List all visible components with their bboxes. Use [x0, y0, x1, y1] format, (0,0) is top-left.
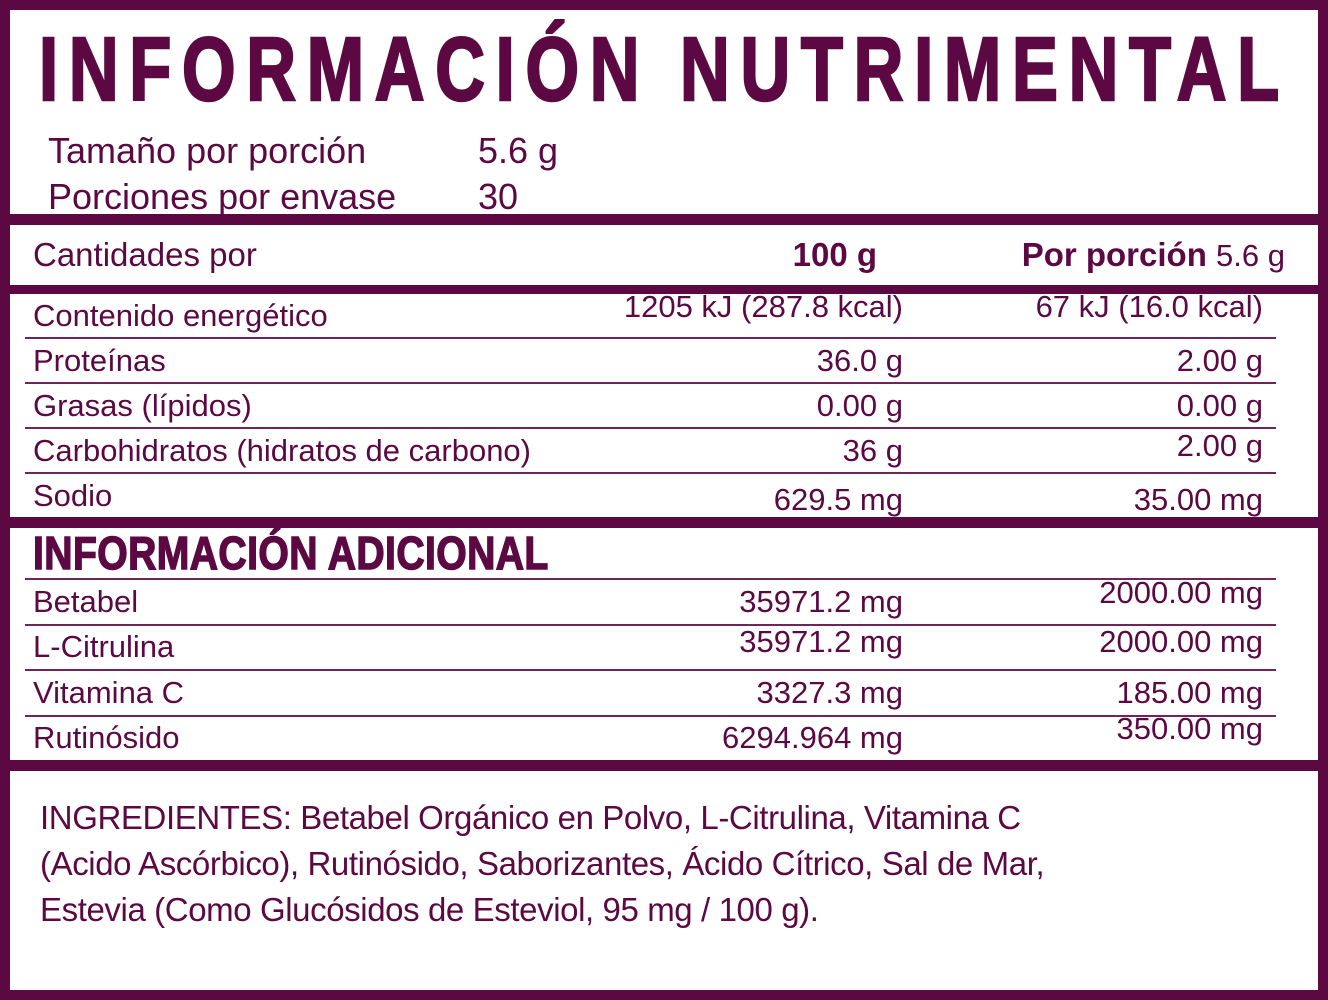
row-value-portion: 2000.00 mg	[1099, 624, 1263, 660]
row-label: L-Citrulina	[33, 629, 175, 665]
header-box: INFORMACIÓN NUTRIMENTAL Tamaño por porci…	[0, 0, 1328, 224]
table-row-sodium: Sodio 629.5 mg 35.00 mg	[10, 474, 1318, 517]
serving-size-row: Tamaño por porción 5.6 g	[48, 128, 1295, 174]
serving-size-value: 5.6 g	[478, 130, 559, 171]
row-divider	[25, 472, 1276, 474]
row-divider	[25, 427, 1276, 429]
row-label: Carbohidratos (hidratos de carbono)	[33, 432, 531, 468]
per-portion-size: 5.6 g	[1216, 238, 1285, 273]
row-value-100g: 36 g	[842, 432, 903, 468]
additional-info-rows: Betabel 35971.2 mg 2000.00 mg L-Citrulin…	[10, 575, 1318, 761]
row-value-portion: 185.00 mg	[1116, 674, 1264, 710]
serving-size-label: Tamaño por porción	[48, 130, 367, 171]
ingredients-text: INGREDIENTES: Betabel Orgánico en Polvo,…	[40, 799, 1045, 928]
nutrition-rows: Contenido energético 1205 kJ (287.8 kcal…	[10, 289, 1318, 517]
table-row-beet: Betabel 35971.2 mg 2000.00 mg	[10, 575, 1318, 624]
additional-info-title-row: INFORMACIÓN ADICIONAL	[10, 527, 1318, 580]
row-label: Vitamina C	[33, 674, 185, 710]
row-value-100g: 35971.2 mg	[739, 583, 903, 619]
row-label: Betabel	[33, 583, 139, 619]
page-title: INFORMACIÓN NUTRIMENTAL	[38, 20, 1290, 120]
amounts-per-label: Cantidades por	[33, 236, 257, 273]
row-value-100g: 0.00 g	[816, 387, 903, 423]
servings-per-container-label: Porciones por envase	[48, 176, 397, 217]
column-header-100g: 100 g	[792, 236, 877, 273]
additional-info-box: INFORMACIÓN ADICIONAL Betabel 35971.2 mg…	[0, 518, 1328, 770]
row-divider	[25, 578, 1276, 580]
table-row-vitamin-c: Vitamina C 3327.3 mg 185.00 mg	[10, 671, 1318, 715]
servings-per-container-value: 30	[478, 176, 519, 217]
row-label: Proteínas	[33, 342, 166, 378]
row-value-100g: 35971.2 mg	[739, 624, 903, 660]
table-row-fat: Grasas (lípidos) 0.00 g 0.00 g	[10, 384, 1318, 427]
row-value-portion: 2000.00 mg	[1099, 574, 1263, 610]
row-value-portion: 67 kJ (16.0 kcal)	[1035, 288, 1263, 324]
column-header-portion: Por porción 5.6 g	[903, 236, 1318, 274]
row-value-100g: 6294.964 mg	[722, 720, 903, 756]
row-divider	[25, 669, 1276, 671]
table-header-row: Cantidades por 100 g Por porción 5.6 g	[10, 225, 1318, 285]
serving-info: Tamaño por porción 5.6 g Porciones por e…	[48, 128, 1295, 217]
table-row-energy: Contenido energético 1205 kJ (287.8 kcal…	[10, 289, 1318, 337]
row-divider	[25, 623, 1276, 626]
header-divider	[10, 285, 1318, 294]
table-row-citrulline: L-Citrulina 35971.2 mg 2000.00 mg	[10, 624, 1318, 670]
row-label: Grasas (lípidos)	[33, 387, 252, 423]
row-value-100g: 3327.3 mg	[756, 674, 904, 710]
row-label: Rutinósido	[33, 720, 180, 756]
table-row-carbs: Carbohidratos (hidratos de carbono) 36 g…	[10, 427, 1318, 472]
row-label: Sodio	[33, 477, 113, 513]
row-value-portion: 0.00 g	[1176, 387, 1263, 423]
row-value-100g: 1205 kJ (287.8 kcal)	[623, 288, 903, 324]
additional-info-title: INFORMACIÓN ADICIONAL	[32, 527, 549, 580]
servings-per-container-row: Porciones por envase 30	[48, 174, 1295, 217]
row-label: Contenido energético	[33, 297, 328, 333]
row-value-portion: 350.00 mg	[1116, 711, 1264, 747]
table-row-rutinoside: Rutinósido 6294.964 mg 350.00 mg	[10, 711, 1318, 761]
per-portion-label: Por porción	[1021, 236, 1207, 273]
row-value-portion: 2.00 g	[1176, 342, 1263, 378]
row-divider	[25, 337, 1276, 339]
row-divider	[25, 714, 1276, 717]
row-value-100g: 36.0 g	[816, 342, 903, 378]
row-divider	[25, 382, 1276, 384]
ingredients-box: INGREDIENTES: Betabel Orgánico en Polvo,…	[0, 761, 1328, 1000]
nutrition-table-box: Cantidades por 100 g Por porción 5.6 g C…	[0, 215, 1328, 527]
table-row-protein: Proteínas 36.0 g 2.00 g	[10, 339, 1318, 382]
row-value-100g: 629.5 mg	[773, 481, 903, 517]
row-value-portion: 2.00 g	[1176, 427, 1263, 463]
row-value-portion: 35.00 mg	[1133, 481, 1263, 517]
